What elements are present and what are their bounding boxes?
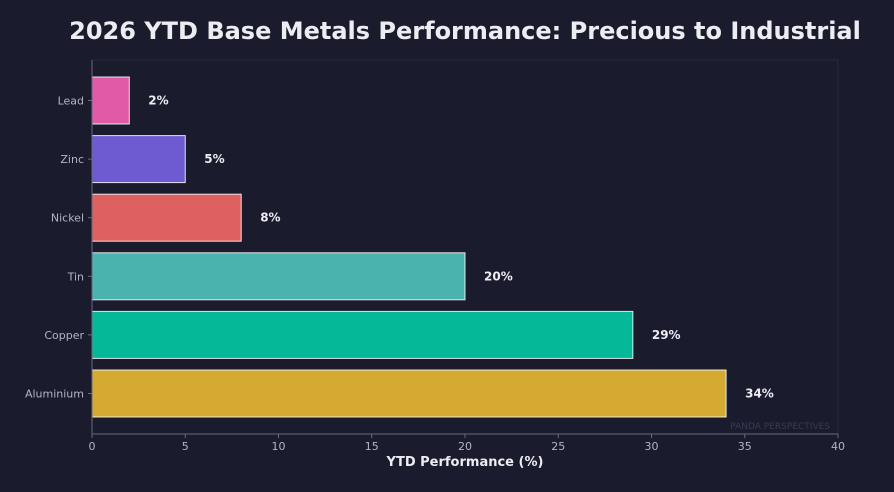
x-tick-label-25: 25 bbox=[551, 440, 565, 453]
bar-lead bbox=[91, 76, 130, 125]
x-tick-label-15: 15 bbox=[365, 440, 379, 453]
data-label-zinc: 5% bbox=[204, 152, 224, 166]
data-label-nickel: 8% bbox=[260, 211, 280, 225]
bar-copper bbox=[91, 310, 634, 359]
y-axis-categories: Lead Zinc Nickel Tin Copper Aluminium bbox=[25, 95, 92, 401]
bar-aluminium bbox=[91, 369, 727, 418]
data-label-lead: 2% bbox=[148, 94, 168, 108]
watermark-text: PANDA PERSPECTIVES bbox=[730, 422, 830, 432]
chart-title: 2026 YTD Base Metals Performance: Precio… bbox=[69, 17, 861, 45]
x-tick-label-30: 30 bbox=[645, 440, 659, 453]
x-tick-label-35: 35 bbox=[738, 440, 752, 453]
x-tick-label-40: 40 bbox=[831, 440, 845, 453]
data-label-aluminium: 34% bbox=[745, 387, 774, 401]
category-label-tin: Tin bbox=[67, 270, 84, 283]
data-label-copper: 29% bbox=[652, 328, 681, 342]
bar-zinc bbox=[91, 135, 186, 184]
category-label-zinc: Zinc bbox=[60, 153, 84, 166]
bars-group: 2% 5% 8% 20% 29% 34% bbox=[91, 76, 774, 418]
x-axis-ticks: 0 5 10 15 20 25 30 35 40 bbox=[89, 434, 845, 453]
category-label-nickel: Nickel bbox=[51, 212, 84, 225]
category-label-lead: Lead bbox=[58, 95, 84, 108]
x-axis-label: YTD Performance (%) bbox=[386, 455, 544, 470]
category-label-aluminium: Aluminium bbox=[25, 388, 84, 401]
bar-tin bbox=[91, 252, 466, 301]
category-label-copper: Copper bbox=[44, 329, 84, 342]
x-tick-label-20: 20 bbox=[458, 440, 472, 453]
x-tick-label-10: 10 bbox=[272, 440, 286, 453]
data-label-tin: 20% bbox=[484, 269, 513, 283]
x-tick-label-5: 5 bbox=[182, 440, 189, 453]
x-tick-label-0: 0 bbox=[89, 440, 96, 453]
bar-nickel bbox=[91, 193, 242, 242]
